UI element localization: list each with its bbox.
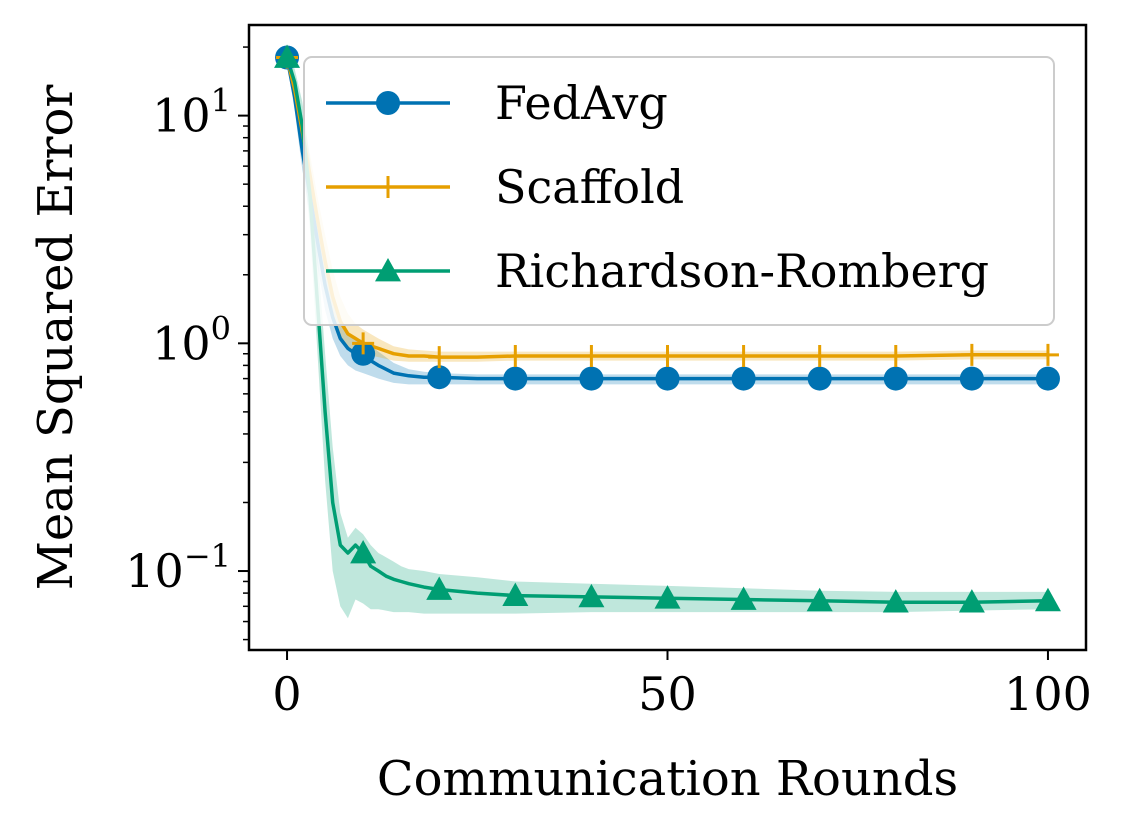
richardson-romberg-point <box>806 587 833 612</box>
fedavg-point <box>731 366 756 391</box>
richardson-romberg-point <box>1034 587 1061 612</box>
y-axis-ticks: 101 100 10−1 <box>125 46 249 641</box>
fedavg-point <box>1035 366 1060 391</box>
fedavg-point <box>807 366 832 391</box>
legend-richardson-romberg-label: Richardson-Romberg <box>495 244 989 298</box>
y-tick-label: 10−1 <box>125 537 231 598</box>
legend-richardson-romberg-marker <box>375 258 401 282</box>
fedavg-point <box>959 366 984 391</box>
fedavg-point <box>503 366 528 391</box>
x-tick-label: 0 <box>272 667 301 721</box>
legend-box <box>303 56 1055 326</box>
scaffold-point <box>352 332 375 355</box>
scaffold-point <box>428 346 451 369</box>
scaffold-point <box>960 343 983 366</box>
richardson-romberg-point <box>958 589 985 613</box>
richardson-romberg-point <box>502 582 529 607</box>
fedavg-point <box>883 366 908 391</box>
y-tick-label: 100 <box>152 309 231 370</box>
richardson-romberg-point <box>654 585 681 609</box>
fedavg-point <box>655 366 680 391</box>
legend-scaffold-label: Scaffold <box>495 160 684 214</box>
scaffold-point <box>1036 343 1059 366</box>
x-tick-label: 50 <box>638 667 697 721</box>
scaffold-point <box>808 344 831 367</box>
scaffold-band <box>287 52 1048 362</box>
legend-fedavg-label: FedAvg <box>495 76 668 130</box>
scaffold-point <box>504 344 527 367</box>
scaffold-point <box>884 344 907 367</box>
scaffold-point <box>732 344 755 367</box>
series-markers <box>274 44 1061 613</box>
x-axis-label: Communication Rounds <box>377 751 958 807</box>
richardson-romberg-point <box>426 576 453 600</box>
richardson-romberg-point <box>274 44 301 68</box>
legend[interactable]: FedAvg Scaffold Richardson-Romberg <box>303 56 1055 326</box>
y-tick-label: 101 <box>152 82 231 143</box>
scaffold-point <box>656 344 679 367</box>
richardson-romberg-point <box>730 586 757 610</box>
legend-fedavg-marker <box>376 91 400 115</box>
y-axis-label: Mean Squared Error <box>28 85 84 591</box>
richardson-romberg-point <box>578 583 605 608</box>
richardson-romberg-line <box>285 56 1049 604</box>
legend-scaffold-marker <box>377 176 399 198</box>
x-tick-label: 100 <box>1004 667 1092 721</box>
x-axis-ticks: 0 50 100 <box>272 650 1092 721</box>
richardson-romberg-point <box>350 540 377 564</box>
scaffold-point <box>580 344 603 367</box>
fedavg-point <box>427 365 452 390</box>
fedavg-point <box>579 366 604 391</box>
richardson-romberg-point <box>882 589 909 613</box>
